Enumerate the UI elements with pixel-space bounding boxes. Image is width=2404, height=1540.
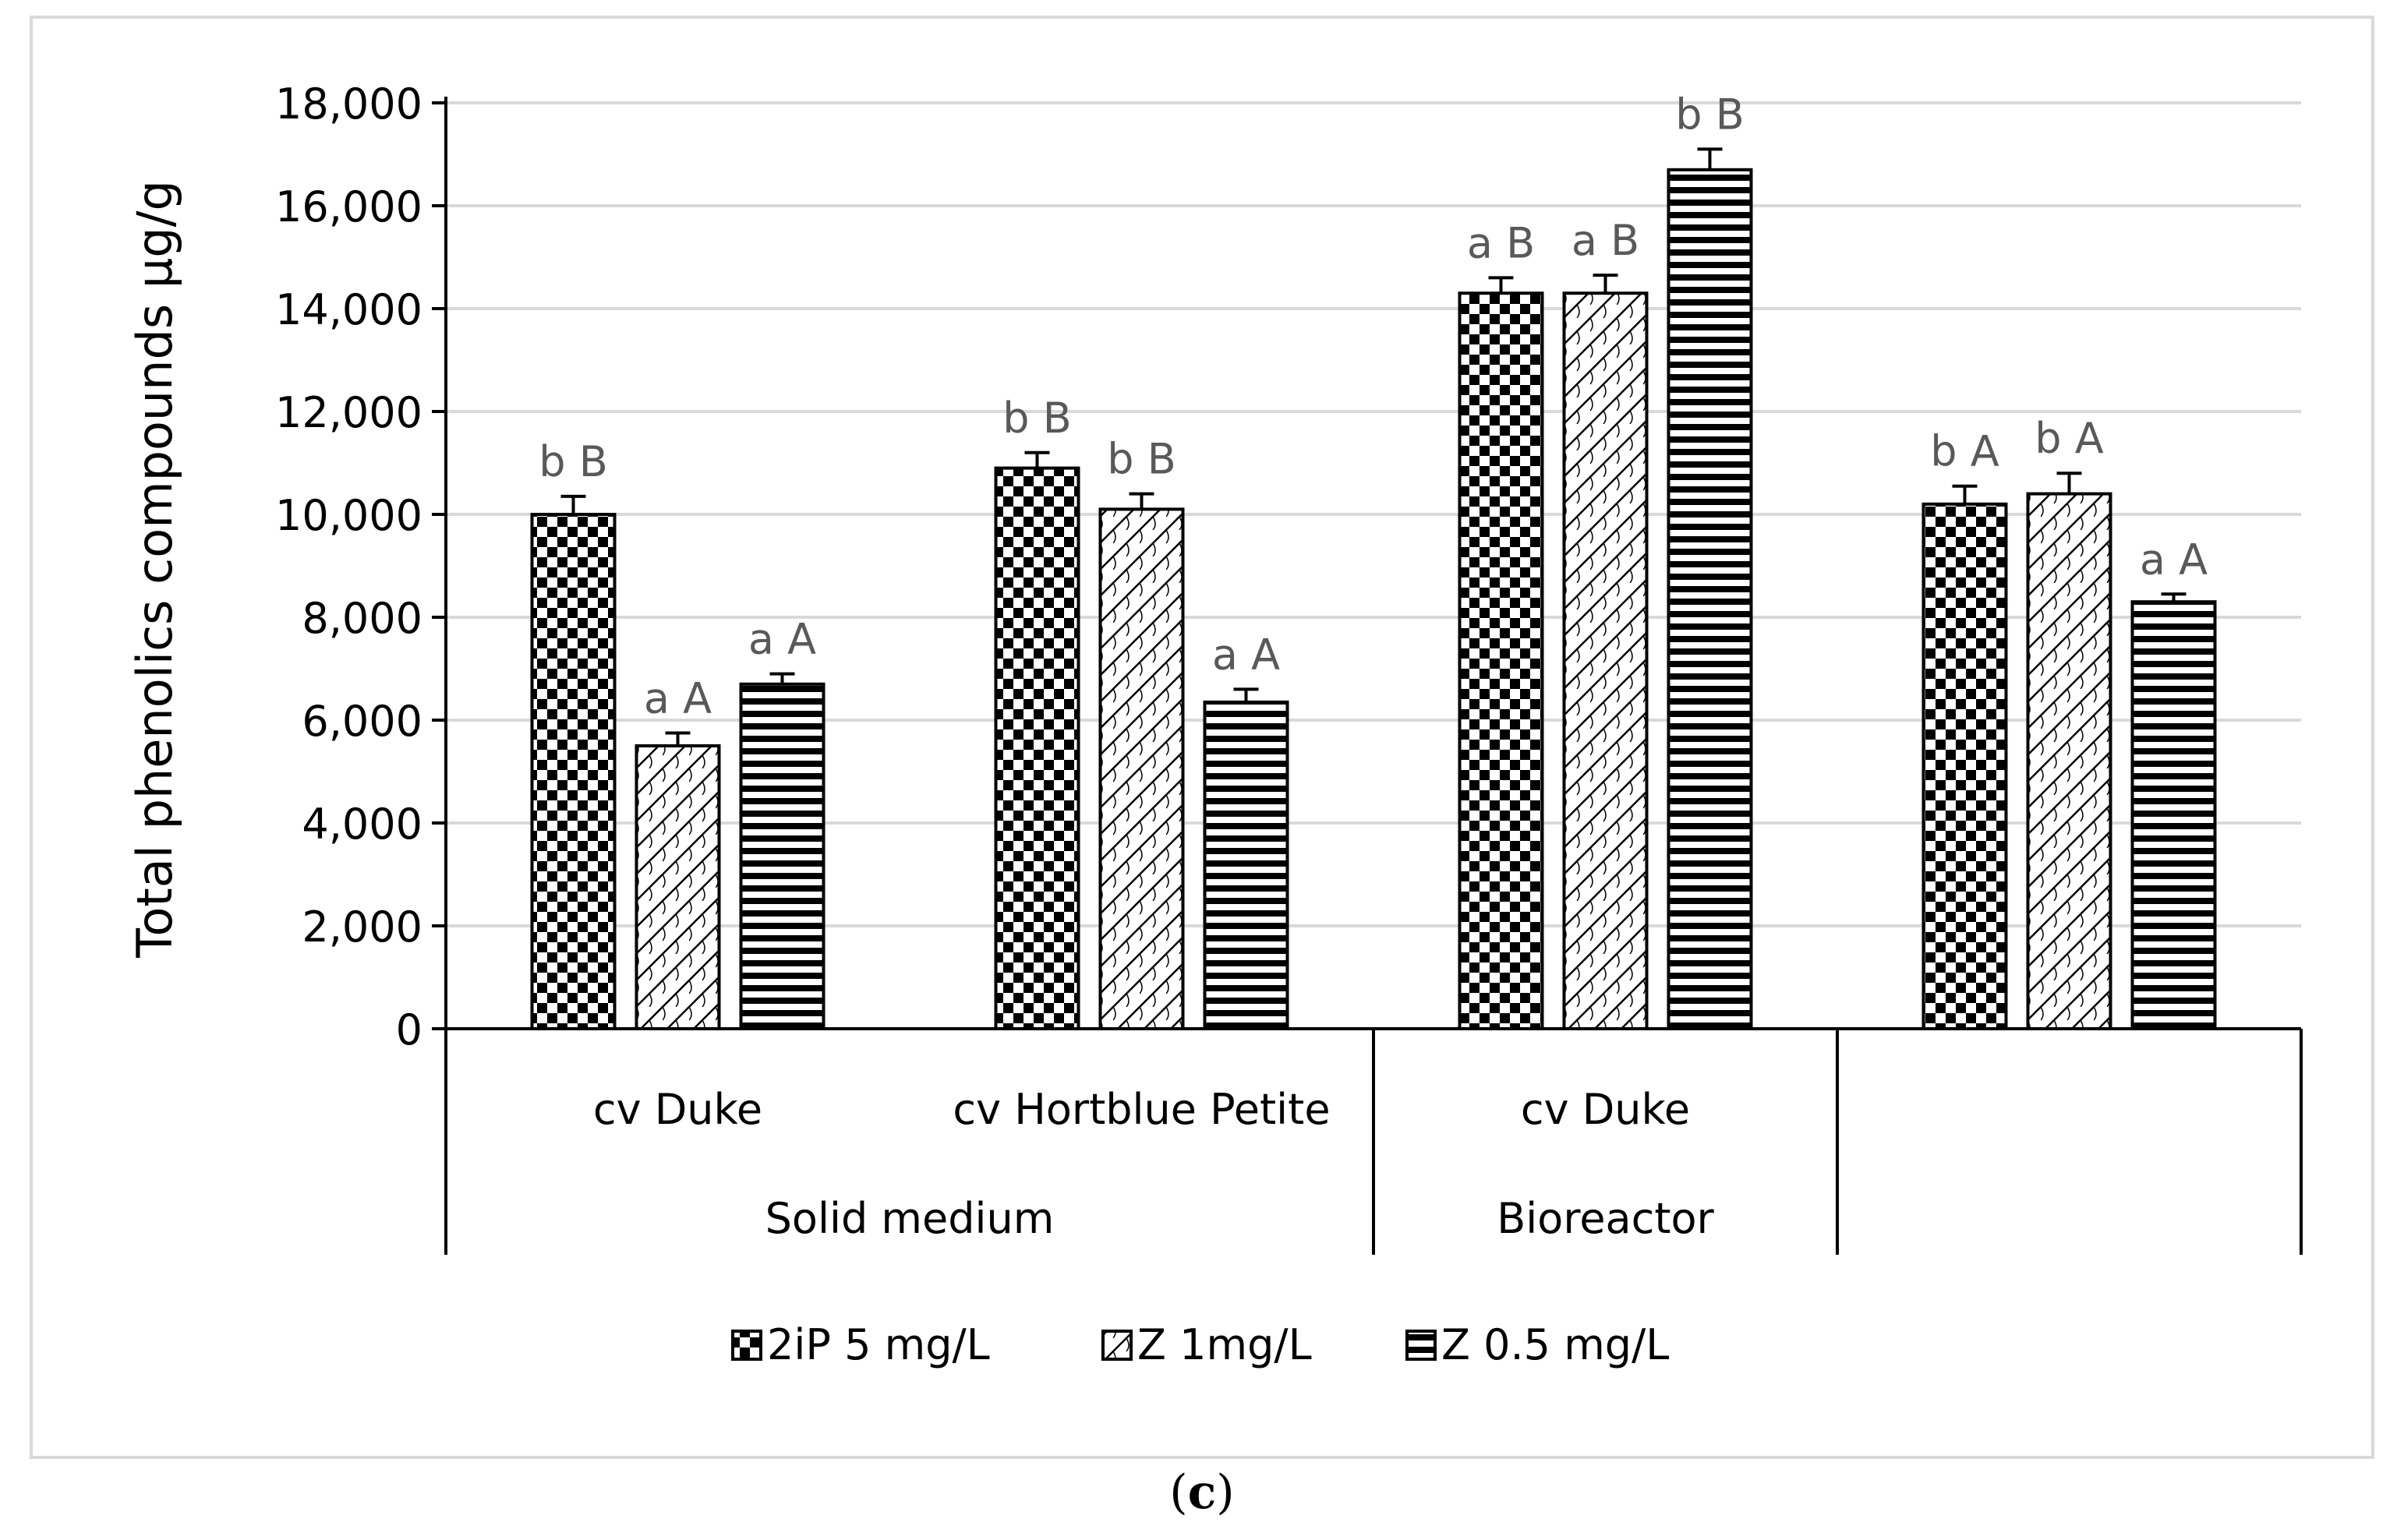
y-tick-label: 18,000: [275, 79, 422, 129]
data-label: a B: [1467, 218, 1535, 267]
bar: [635, 744, 721, 1030]
bar: [2026, 492, 2112, 1030]
y-tick-label: 8,000: [302, 594, 422, 643]
y-tick-label: 14,000: [275, 285, 422, 334]
y-tick-label: 12,000: [275, 388, 422, 437]
bar: [1098, 507, 1185, 1030]
group-label: Bioreactor: [1497, 1194, 1714, 1243]
group-label: Solid medium: [765, 1194, 1055, 1243]
legend-swatch: [1101, 1330, 1133, 1361]
y-tick-label: 4,000: [302, 800, 422, 849]
category-label: cv Duke: [593, 1085, 762, 1134]
bar: [1562, 291, 1649, 1030]
legend-label: Z 0.5 mg/L: [1441, 1320, 1669, 1369]
y-tick-label: 0: [396, 1005, 422, 1054]
legend-swatch: [1405, 1330, 1437, 1361]
legend-swatch: [731, 1330, 762, 1361]
bar: [2130, 600, 2217, 1030]
data-label: a A: [1212, 630, 1280, 679]
y-tick-label: 10,000: [275, 491, 422, 540]
data-label: a A: [748, 615, 816, 664]
y-tick-label: 6,000: [302, 697, 422, 746]
panel-letter: c: [1187, 1465, 1217, 1520]
legend-label: Z 1mg/L: [1137, 1320, 1312, 1369]
legend: 2iP 5 mg/L Z 1mg/L Z 0.5 mg/L: [731, 1320, 1669, 1369]
y-axis-title: Total phenolics compounds µg/g: [126, 180, 183, 959]
bar: [739, 682, 825, 1030]
bar: [1203, 700, 1289, 1031]
legend-label: 2iP 5 mg/L: [767, 1320, 990, 1369]
bar: [994, 466, 1080, 1030]
data-label: b B: [1675, 90, 1745, 139]
category-label: cv Hortblue Petite: [953, 1085, 1330, 1134]
bar: [1921, 502, 2008, 1030]
data-label: a A: [644, 674, 712, 723]
panel-label: (c): [1169, 1465, 1235, 1520]
data-label: b B: [539, 437, 608, 486]
data-label: b B: [1002, 394, 1072, 443]
bar: [1667, 168, 1753, 1030]
category-label: cv Duke: [1521, 1085, 1690, 1134]
y-tick-label: 2,000: [302, 902, 422, 952]
bar: [530, 513, 617, 1030]
data-label: b A: [1930, 427, 1999, 476]
data-label: b B: [1107, 435, 1176, 484]
chart: b B a A a A b B b B a A a B a B b B b A b A a A 0 2,…: [30, 16, 2374, 1459]
data-label: b A: [2035, 414, 2103, 463]
y-tick-label: 16,000: [275, 182, 422, 231]
bar: [1458, 291, 1544, 1030]
data-label: a A: [2140, 535, 2208, 584]
data-label: a B: [1571, 216, 1639, 265]
